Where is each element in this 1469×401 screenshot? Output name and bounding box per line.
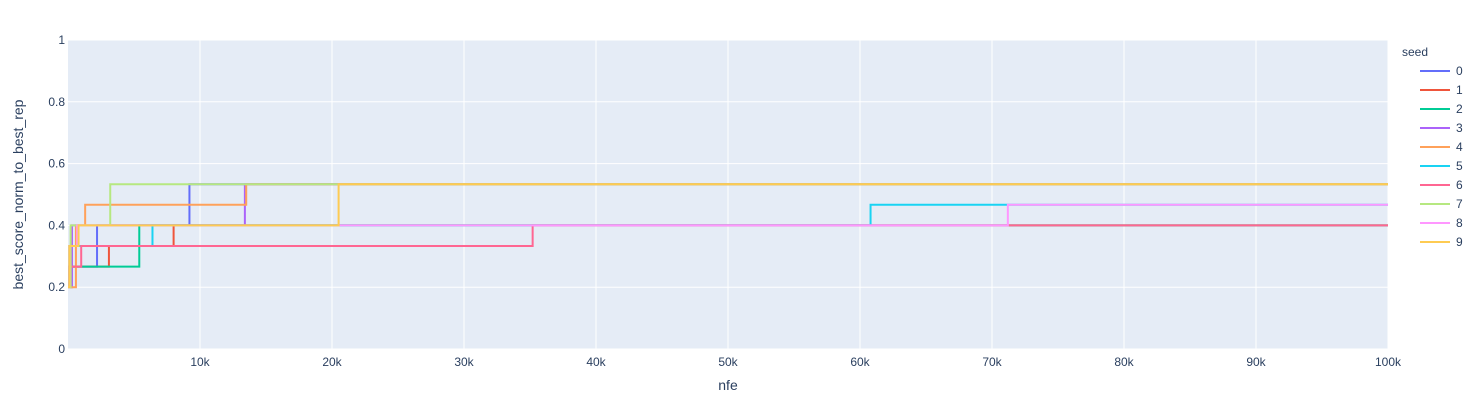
- legend-label: 8: [1456, 216, 1463, 230]
- y-tick-label: 0: [58, 342, 65, 356]
- y-tick-label: 1: [58, 33, 65, 47]
- series-line-seed-4: [68, 183, 1388, 289]
- x-tick-label: 40k: [586, 355, 606, 369]
- legend-label: 4: [1456, 140, 1463, 154]
- x-axis-ticks: 10k 20k 30k 40k 50k 60k 70k 80k 90k 100k: [190, 355, 1402, 369]
- legend-item-seed-6[interactable]: 6: [1420, 178, 1463, 192]
- legend-label: 3: [1456, 121, 1463, 135]
- legend-item-seed-8[interactable]: 8: [1420, 216, 1463, 230]
- x-axis-title: nfe: [718, 377, 738, 393]
- y-tick-label: 0.8: [48, 95, 65, 109]
- x-tick-label: 30k: [454, 355, 474, 369]
- legend-title: seed: [1402, 45, 1428, 59]
- grid-lines: [68, 39, 1389, 350]
- y-tick-label: 0.6: [48, 157, 65, 171]
- legend-item-seed-0[interactable]: 0: [1420, 64, 1463, 78]
- legend-label: 2: [1456, 102, 1463, 116]
- legend-item-seed-2[interactable]: 2: [1420, 102, 1463, 116]
- x-tick-label: 80k: [1114, 355, 1134, 369]
- legend-item-seed-4[interactable]: 4: [1420, 140, 1463, 154]
- legend[interactable]: 0 1 2 3 4 5 6 7 8 9: [1420, 64, 1463, 249]
- legend-item-seed-9[interactable]: 9: [1420, 235, 1463, 249]
- x-tick-label: 60k: [850, 355, 870, 369]
- legend-label: 9: [1456, 235, 1463, 249]
- x-tick-label: 10k: [190, 355, 210, 369]
- series-lines: [68, 183, 1388, 289]
- x-tick-label: 100k: [1375, 355, 1402, 369]
- legend-item-seed-5[interactable]: 5: [1420, 159, 1463, 173]
- legend-label: 1: [1456, 83, 1463, 97]
- legend-item-seed-1[interactable]: 1: [1420, 83, 1463, 97]
- x-tick-label: 90k: [1246, 355, 1266, 369]
- y-axis-ticks: 0 0.2 0.4 0.6 0.8 1: [48, 33, 65, 356]
- legend-item-seed-7[interactable]: 7: [1420, 197, 1463, 211]
- y-tick-label: 0.4: [48, 218, 65, 232]
- legend-label: 7: [1456, 197, 1463, 211]
- x-tick-label: 20k: [322, 355, 342, 369]
- legend-label: 6: [1456, 178, 1463, 192]
- y-axis-title: best_score_norm_to_best_rep: [10, 99, 26, 289]
- legend-label: 0: [1456, 64, 1463, 78]
- legend-item-seed-3[interactable]: 3: [1420, 121, 1463, 135]
- legend-label: 5: [1456, 159, 1463, 173]
- series-line-seed-9: [68, 183, 1388, 289]
- y-tick-label: 0.2: [48, 280, 65, 294]
- x-tick-label: 70k: [982, 355, 1002, 369]
- x-tick-label: 50k: [718, 355, 738, 369]
